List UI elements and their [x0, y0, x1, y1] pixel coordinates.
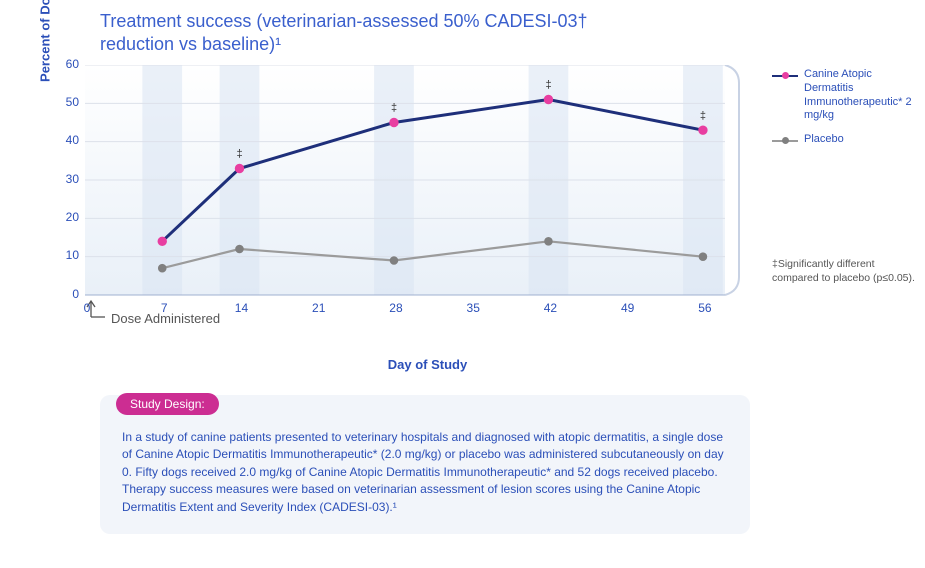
x-tick-label: 21 [307, 301, 331, 315]
legend-swatch-placebo [772, 135, 798, 147]
y-tick-label: 30 [55, 172, 79, 186]
chart-title-line1: Treatment success (veterinarian-assessed… [100, 11, 588, 31]
legend-label-placebo: Placebo [804, 133, 844, 147]
y-tick-label: 40 [55, 133, 79, 147]
legend-swatch-treatment [772, 70, 798, 82]
y-axis-label: Percent of Dogs Achieving Treatment Succ… [38, 0, 53, 82]
chart-title-line2: reduction vs baseline)¹ [100, 34, 281, 54]
study-design-badge: Study Design: [116, 393, 219, 415]
y-tick-label: 10 [55, 248, 79, 262]
legend-item-placebo: Placebo [772, 133, 922, 147]
chart-block: Treatment success (veterinarian-assessed… [30, 10, 770, 372]
dose-administered-label: Dose Administered [111, 311, 220, 326]
x-tick-label: 56 [693, 301, 717, 315]
study-design-box: Study Design: In a study of canine patie… [100, 395, 750, 534]
legend-label-treatment: Canine Atopic Dermatitis Immunotherapeut… [804, 68, 922, 123]
significance-footnote: ‡Significantly different compared to pla… [772, 258, 922, 285]
x-tick-label: 35 [461, 301, 485, 315]
x-tick-label: 14 [229, 301, 253, 315]
significance-marker: ‡ [545, 79, 551, 91]
y-tick-label: 20 [55, 210, 79, 224]
line-chart-svg [85, 65, 743, 323]
y-tick-label: 0 [55, 287, 79, 301]
x-tick-label: 49 [616, 301, 640, 315]
chart-legend: Canine Atopic Dermatitis Immunotherapeut… [772, 68, 922, 157]
y-tick-label: 50 [55, 95, 79, 109]
chart-title: Treatment success (veterinarian-assessed… [100, 10, 770, 57]
legend-item-treatment: Canine Atopic Dermatitis Immunotherapeut… [772, 68, 922, 123]
y-tick-label: 60 [55, 57, 79, 71]
x-axis-label: Day of Study [85, 357, 770, 372]
significance-marker: ‡ [700, 110, 706, 122]
plot-area: Percent of Dogs Achieving Treatment Succ… [85, 65, 770, 372]
x-tick-label: 0 [75, 301, 99, 315]
x-tick-label: 28 [384, 301, 408, 315]
study-design-text: In a study of canine patients presented … [122, 429, 728, 516]
significance-marker: ‡ [391, 102, 397, 114]
x-tick-label: 42 [538, 301, 562, 315]
significance-marker: ‡ [236, 148, 242, 160]
